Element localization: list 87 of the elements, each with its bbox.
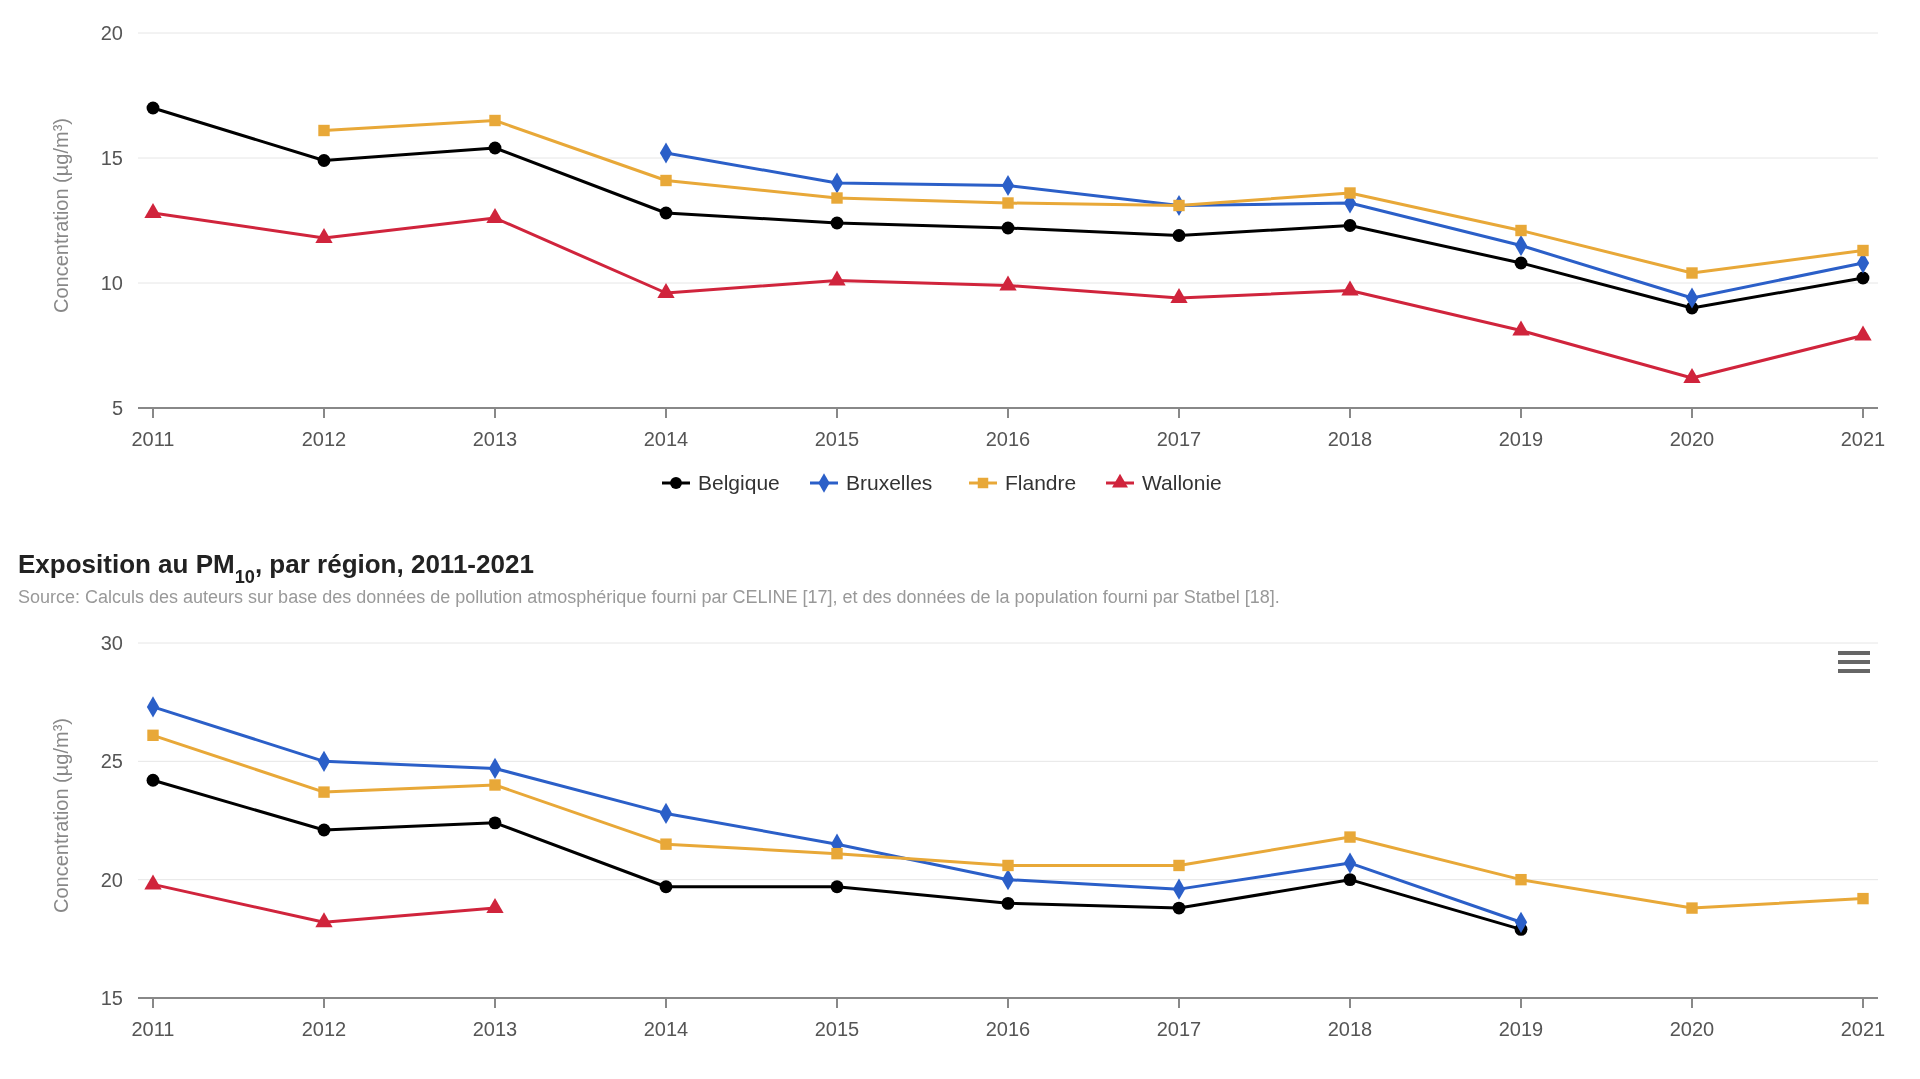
point (146, 101, 160, 115)
x-tick-label: 2016 (985, 428, 1031, 450)
point (489, 779, 501, 791)
x-tick-label: 2013 (472, 1018, 518, 1040)
point (1341, 280, 1359, 296)
x-tick-label: 2020 (1669, 428, 1715, 450)
point (486, 898, 504, 914)
x-tick-label: 2021 (1840, 428, 1886, 450)
point (1514, 256, 1528, 270)
x-tick-label: 2019 (1498, 428, 1544, 450)
point (315, 228, 333, 243)
y-tick-label: 15 (100, 987, 123, 1009)
point (1344, 187, 1356, 199)
x-tick-label: 2020 (1669, 1018, 1715, 1040)
x-tick-label: 2011 (131, 1018, 175, 1040)
y-tick-label: 5 (111, 397, 123, 419)
x-tick-label: 2012 (301, 428, 347, 450)
point (1170, 288, 1188, 303)
x-tick-label: 2017 (1156, 1018, 1202, 1040)
point (318, 786, 330, 798)
x-tick-label: 2018 (1327, 428, 1373, 450)
point (1001, 896, 1015, 910)
point (317, 154, 331, 167)
legend-label: Belgique (698, 471, 780, 495)
point (659, 206, 673, 220)
point (660, 174, 672, 187)
point (657, 283, 675, 298)
point (660, 838, 672, 850)
point (1686, 902, 1698, 914)
point (1001, 221, 1015, 235)
y-tick-label: 25 (100, 750, 123, 773)
x-tick-label: 2011 (131, 428, 175, 450)
point (1343, 219, 1357, 232)
point (1686, 267, 1698, 279)
point (1512, 320, 1530, 336)
x-tick-label: 2014 (643, 428, 689, 450)
y-axis-title: Concentration (µg/m³) (50, 718, 72, 913)
y-tick-label: 15 (100, 147, 123, 169)
point (1856, 271, 1870, 285)
legend-label: Wallonie (1142, 471, 1222, 495)
y-tick-label: 30 (100, 632, 123, 654)
x-tick-label: 2019 (1498, 1018, 1544, 1040)
point (489, 114, 501, 127)
x-tick-label: 2017 (1156, 428, 1202, 450)
point (318, 124, 330, 137)
point (1002, 859, 1014, 872)
point (830, 880, 844, 894)
point (830, 216, 844, 230)
x-tick-label: 2018 (1327, 1018, 1373, 1040)
point (1515, 873, 1527, 886)
point (488, 141, 502, 155)
legend-label: Bruxelles (846, 471, 933, 495)
y-tick-label: 20 (100, 868, 123, 891)
point (1515, 224, 1527, 237)
point (1172, 229, 1186, 242)
y-tick-label: 20 (100, 22, 123, 44)
x-tick-label: 2015 (814, 1018, 860, 1040)
point (828, 270, 846, 286)
point (1683, 368, 1701, 383)
point (146, 773, 160, 787)
point (1344, 831, 1356, 843)
point (831, 192, 843, 204)
point (1343, 873, 1357, 887)
point (1173, 859, 1185, 872)
point (1854, 325, 1872, 341)
y-tick-label: 10 (100, 272, 123, 294)
point (317, 823, 331, 837)
legend-label: Flandre (1005, 471, 1077, 495)
chart-title: Exposition au PM$_{10}$, par région, 2011-2021 (18, 549, 534, 587)
point (831, 847, 843, 860)
point (999, 275, 1017, 291)
point (1857, 892, 1869, 905)
point (1172, 901, 1186, 915)
chart-subtitle: Source: Calculs des auteurs sur base des données de pollution atmosphérique fourni par CELINE [17], et des données de la population fourni par Statbel [18]. (18, 587, 1280, 607)
x-tick-label: 2016 (985, 1018, 1031, 1040)
point (147, 729, 159, 741)
point (1173, 199, 1185, 212)
x-tick-label: 2021 (1840, 1018, 1886, 1040)
point (1857, 244, 1869, 257)
x-tick-label: 2014 (643, 1018, 689, 1040)
x-tick-label: 2012 (301, 1018, 347, 1040)
y-axis-title: Concentration (µg/m³) (50, 118, 72, 313)
x-tick-label: 2013 (472, 428, 518, 450)
point (659, 880, 673, 894)
x-tick-label: 2015 (814, 428, 860, 450)
point (488, 816, 502, 830)
point (1002, 197, 1014, 209)
